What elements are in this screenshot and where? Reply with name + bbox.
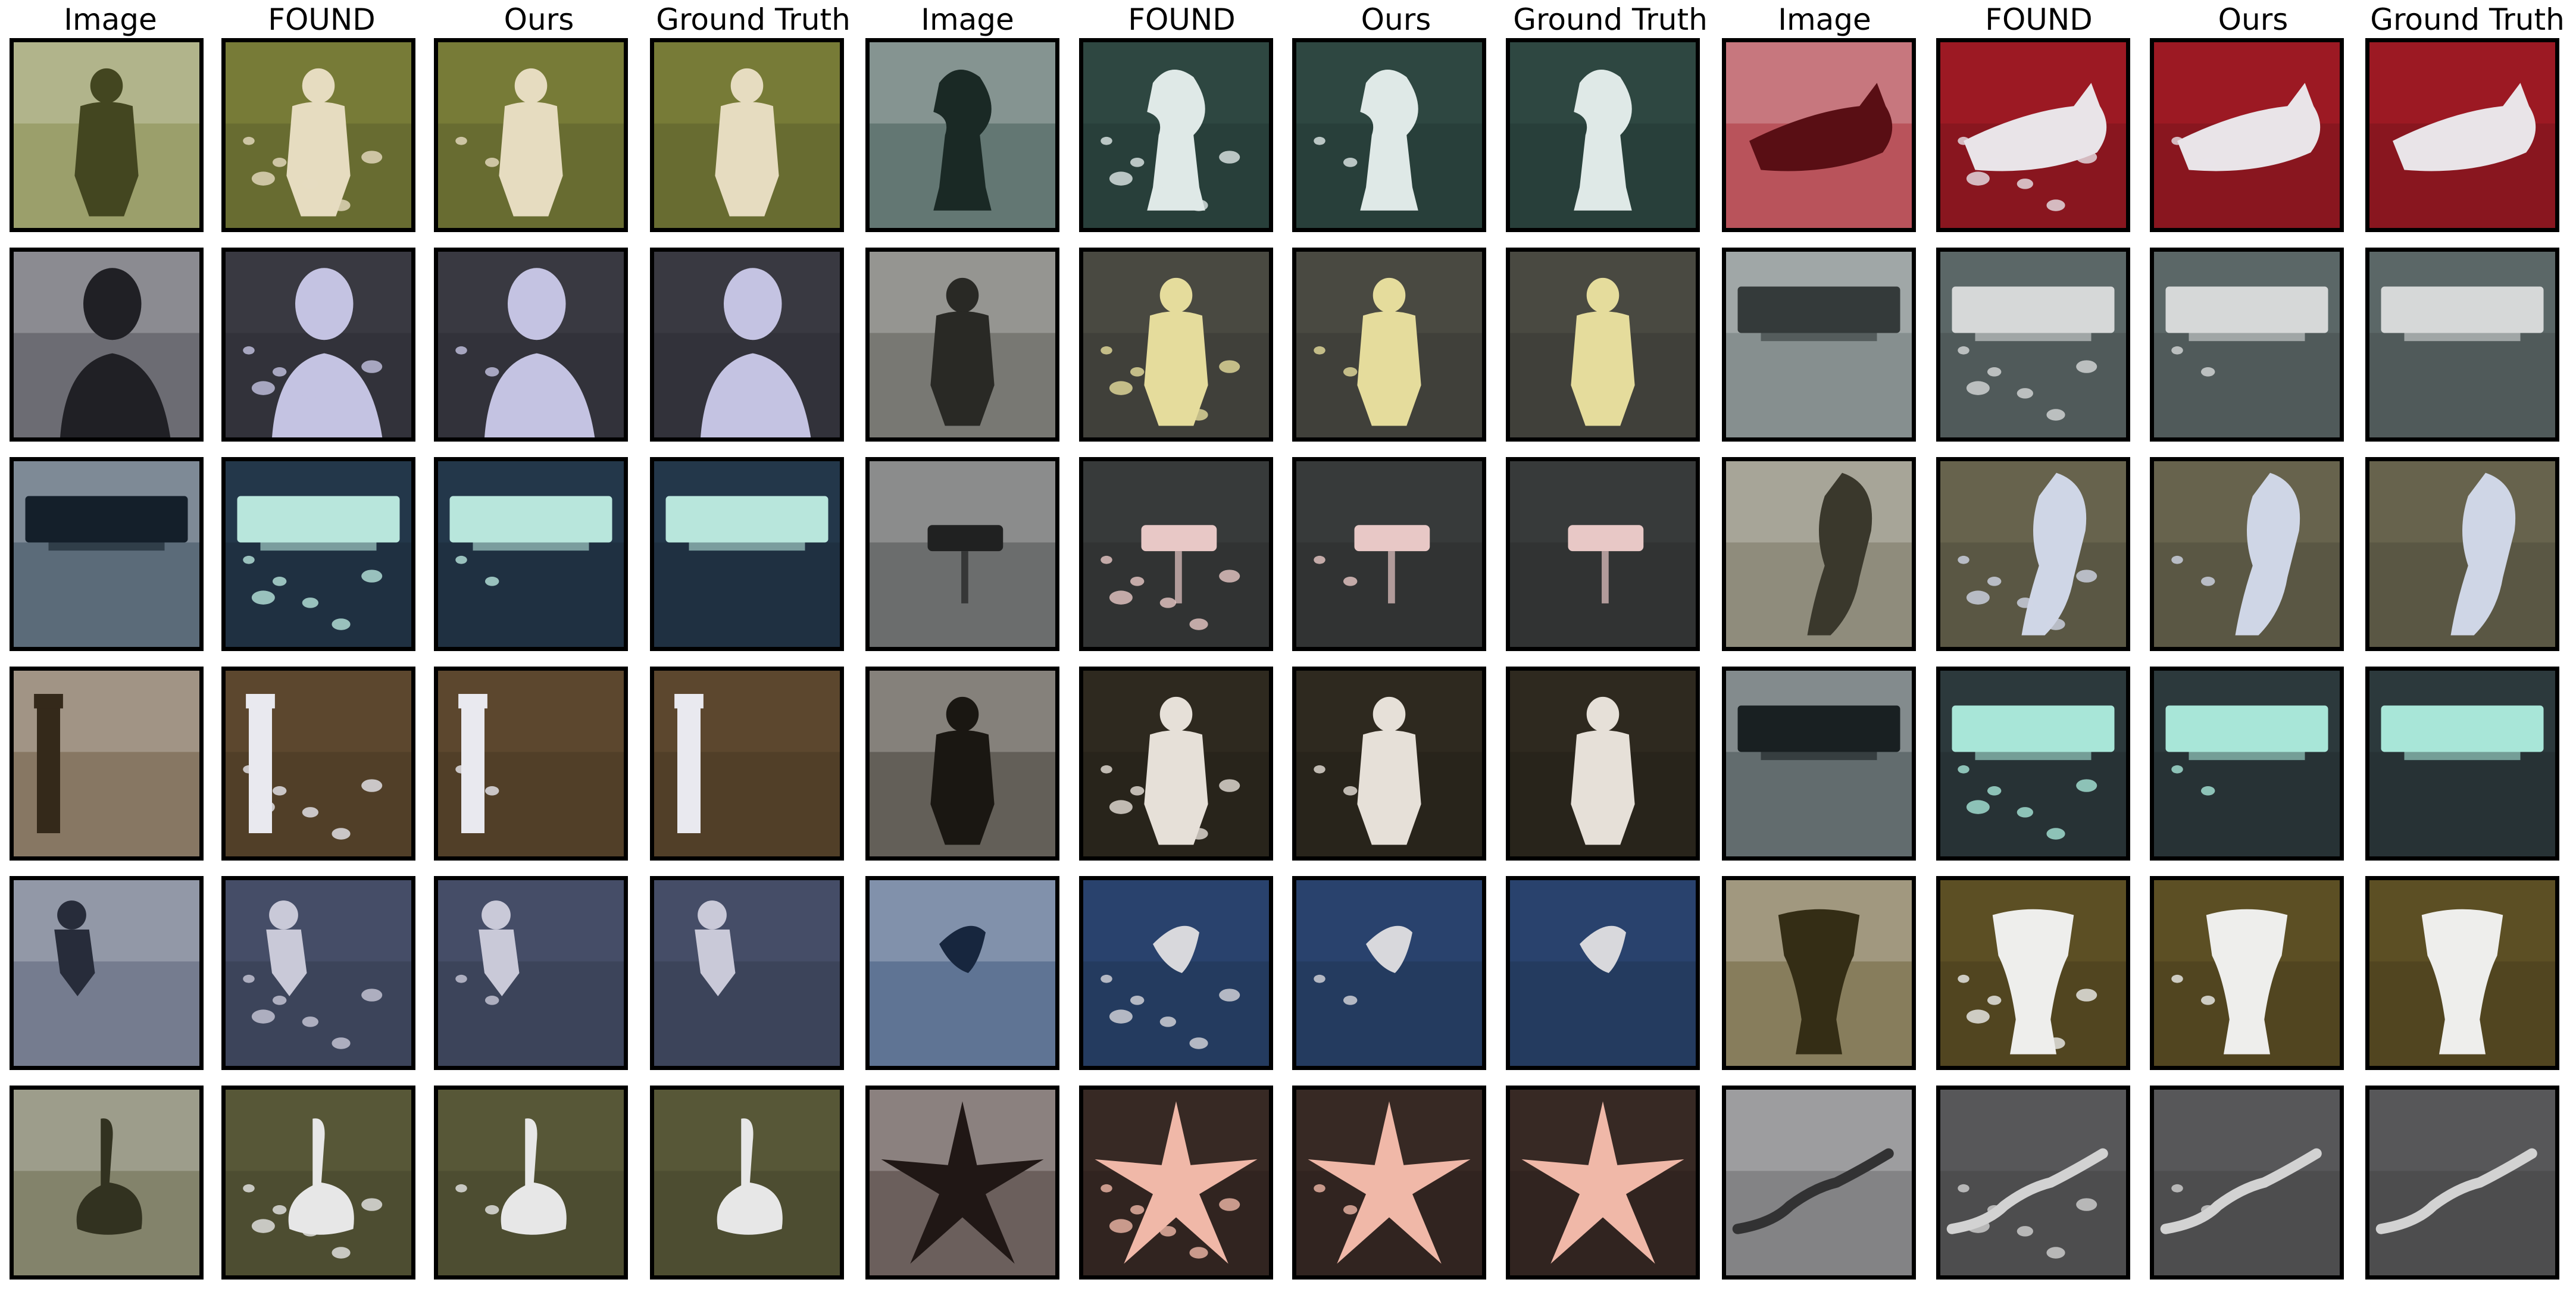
toilet-found-panel	[1936, 876, 2130, 1070]
highway-signs-found-panel	[221, 457, 415, 651]
man-machinery-gt-panel	[1506, 667, 1700, 861]
goose-ours-panel	[434, 1086, 628, 1280]
column-header-12: Ground Truth	[2370, 2, 2565, 37]
woman-on-rails-gt-panel	[1506, 248, 1700, 442]
highway-signs-gt-panel	[650, 457, 844, 651]
starfish-found-panel	[1079, 1086, 1273, 1280]
street-sign-found-panel	[1936, 248, 2130, 442]
snake-sand-image-panel	[1722, 1086, 1916, 1280]
smiling-man-ours-panel	[434, 248, 628, 442]
ice-climber-ours-panel	[434, 876, 628, 1070]
woman-on-rails-ours-panel	[1292, 248, 1486, 442]
man-machinery-ours-panel	[1292, 667, 1486, 861]
bird-flight-found-panel	[1079, 876, 1273, 1070]
street-sign-image-panel	[1722, 248, 1916, 442]
sign-post-image-panel	[865, 457, 1059, 651]
ice-climber-gt-panel	[650, 876, 844, 1070]
lighthouse-cliff-image-panel	[10, 667, 204, 861]
woman-on-rails-image-panel	[865, 248, 1059, 442]
toilet-gt-panel	[2365, 876, 2559, 1070]
guitar-case-found-panel	[1936, 457, 2130, 651]
guitar-case-gt-panel	[2365, 457, 2559, 651]
sign-post-found-panel	[1079, 457, 1273, 651]
column-header-8: Ground Truth	[1513, 2, 1708, 37]
sign-post-ours-panel	[1292, 457, 1486, 651]
highway-signs-ours-panel	[434, 457, 628, 651]
bird-flight-gt-panel	[1506, 876, 1700, 1070]
ice-climber-image-panel	[10, 876, 204, 1070]
cat-on-sweater-gt-panel	[2365, 38, 2559, 232]
goose-image-panel	[10, 1086, 204, 1280]
chess-knight-found-panel	[1079, 38, 1273, 232]
lighthouse-cliff-found-panel	[221, 667, 415, 861]
chess-knight-image-panel	[865, 38, 1059, 232]
guitar-case-ours-panel	[2150, 457, 2344, 651]
cat-on-sweater-image-panel	[1722, 38, 1916, 232]
woman-on-rails-found-panel	[1079, 248, 1273, 442]
lighthouse-cliff-gt-panel	[650, 667, 844, 861]
highway-overpass-image-panel	[1722, 667, 1916, 861]
street-sign-gt-panel	[2365, 248, 2559, 442]
column-header-6: FOUND	[1128, 2, 1236, 37]
toilet-image-panel	[1722, 876, 1916, 1070]
street-sign-ours-panel	[2150, 248, 2344, 442]
sign-post-gt-panel	[1506, 457, 1700, 651]
smiling-man-image-panel	[10, 248, 204, 442]
column-header-9: Image	[1778, 2, 1871, 37]
guitar-case-image-panel	[1722, 457, 1916, 651]
bird-flight-ours-panel	[1292, 876, 1486, 1070]
starfish-gt-panel	[1506, 1086, 1700, 1280]
man-machinery-found-panel	[1079, 667, 1273, 861]
column-header-1: Image	[64, 2, 157, 37]
starfish-ours-panel	[1292, 1086, 1486, 1280]
column-header-7: Ours	[1361, 2, 1431, 37]
toilet-ours-panel	[2150, 876, 2344, 1070]
boy-umbrella-image-panel	[10, 38, 204, 232]
column-header-4: Ground Truth	[656, 2, 851, 37]
snake-sand-ours-panel	[2150, 1086, 2344, 1280]
column-header-2: FOUND	[268, 2, 376, 37]
goose-found-panel	[221, 1086, 415, 1280]
cat-on-sweater-found-panel	[1936, 38, 2130, 232]
smiling-man-gt-panel	[650, 248, 844, 442]
column-header-3: Ours	[504, 2, 574, 37]
ice-climber-found-panel	[221, 876, 415, 1070]
highway-overpass-gt-panel	[2365, 667, 2559, 861]
highway-signs-image-panel	[10, 457, 204, 651]
chess-knight-ours-panel	[1292, 38, 1486, 232]
highway-overpass-ours-panel	[2150, 667, 2344, 861]
bird-flight-image-panel	[865, 876, 1059, 1070]
highway-overpass-found-panel	[1936, 667, 2130, 861]
cat-on-sweater-ours-panel	[2150, 38, 2344, 232]
smiling-man-found-panel	[221, 248, 415, 442]
man-machinery-image-panel	[865, 667, 1059, 861]
column-header-11: Ours	[2218, 2, 2289, 37]
boy-umbrella-gt-panel	[650, 38, 844, 232]
column-header-10: FOUND	[1985, 2, 2093, 37]
starfish-image-panel	[865, 1086, 1059, 1280]
boy-umbrella-ours-panel	[434, 38, 628, 232]
column-header-5: Image	[921, 2, 1014, 37]
lighthouse-cliff-ours-panel	[434, 667, 628, 861]
snake-sand-found-panel	[1936, 1086, 2130, 1280]
goose-gt-panel	[650, 1086, 844, 1280]
boy-umbrella-found-panel	[221, 38, 415, 232]
snake-sand-gt-panel	[2365, 1086, 2559, 1280]
chess-knight-gt-panel	[1506, 38, 1700, 232]
